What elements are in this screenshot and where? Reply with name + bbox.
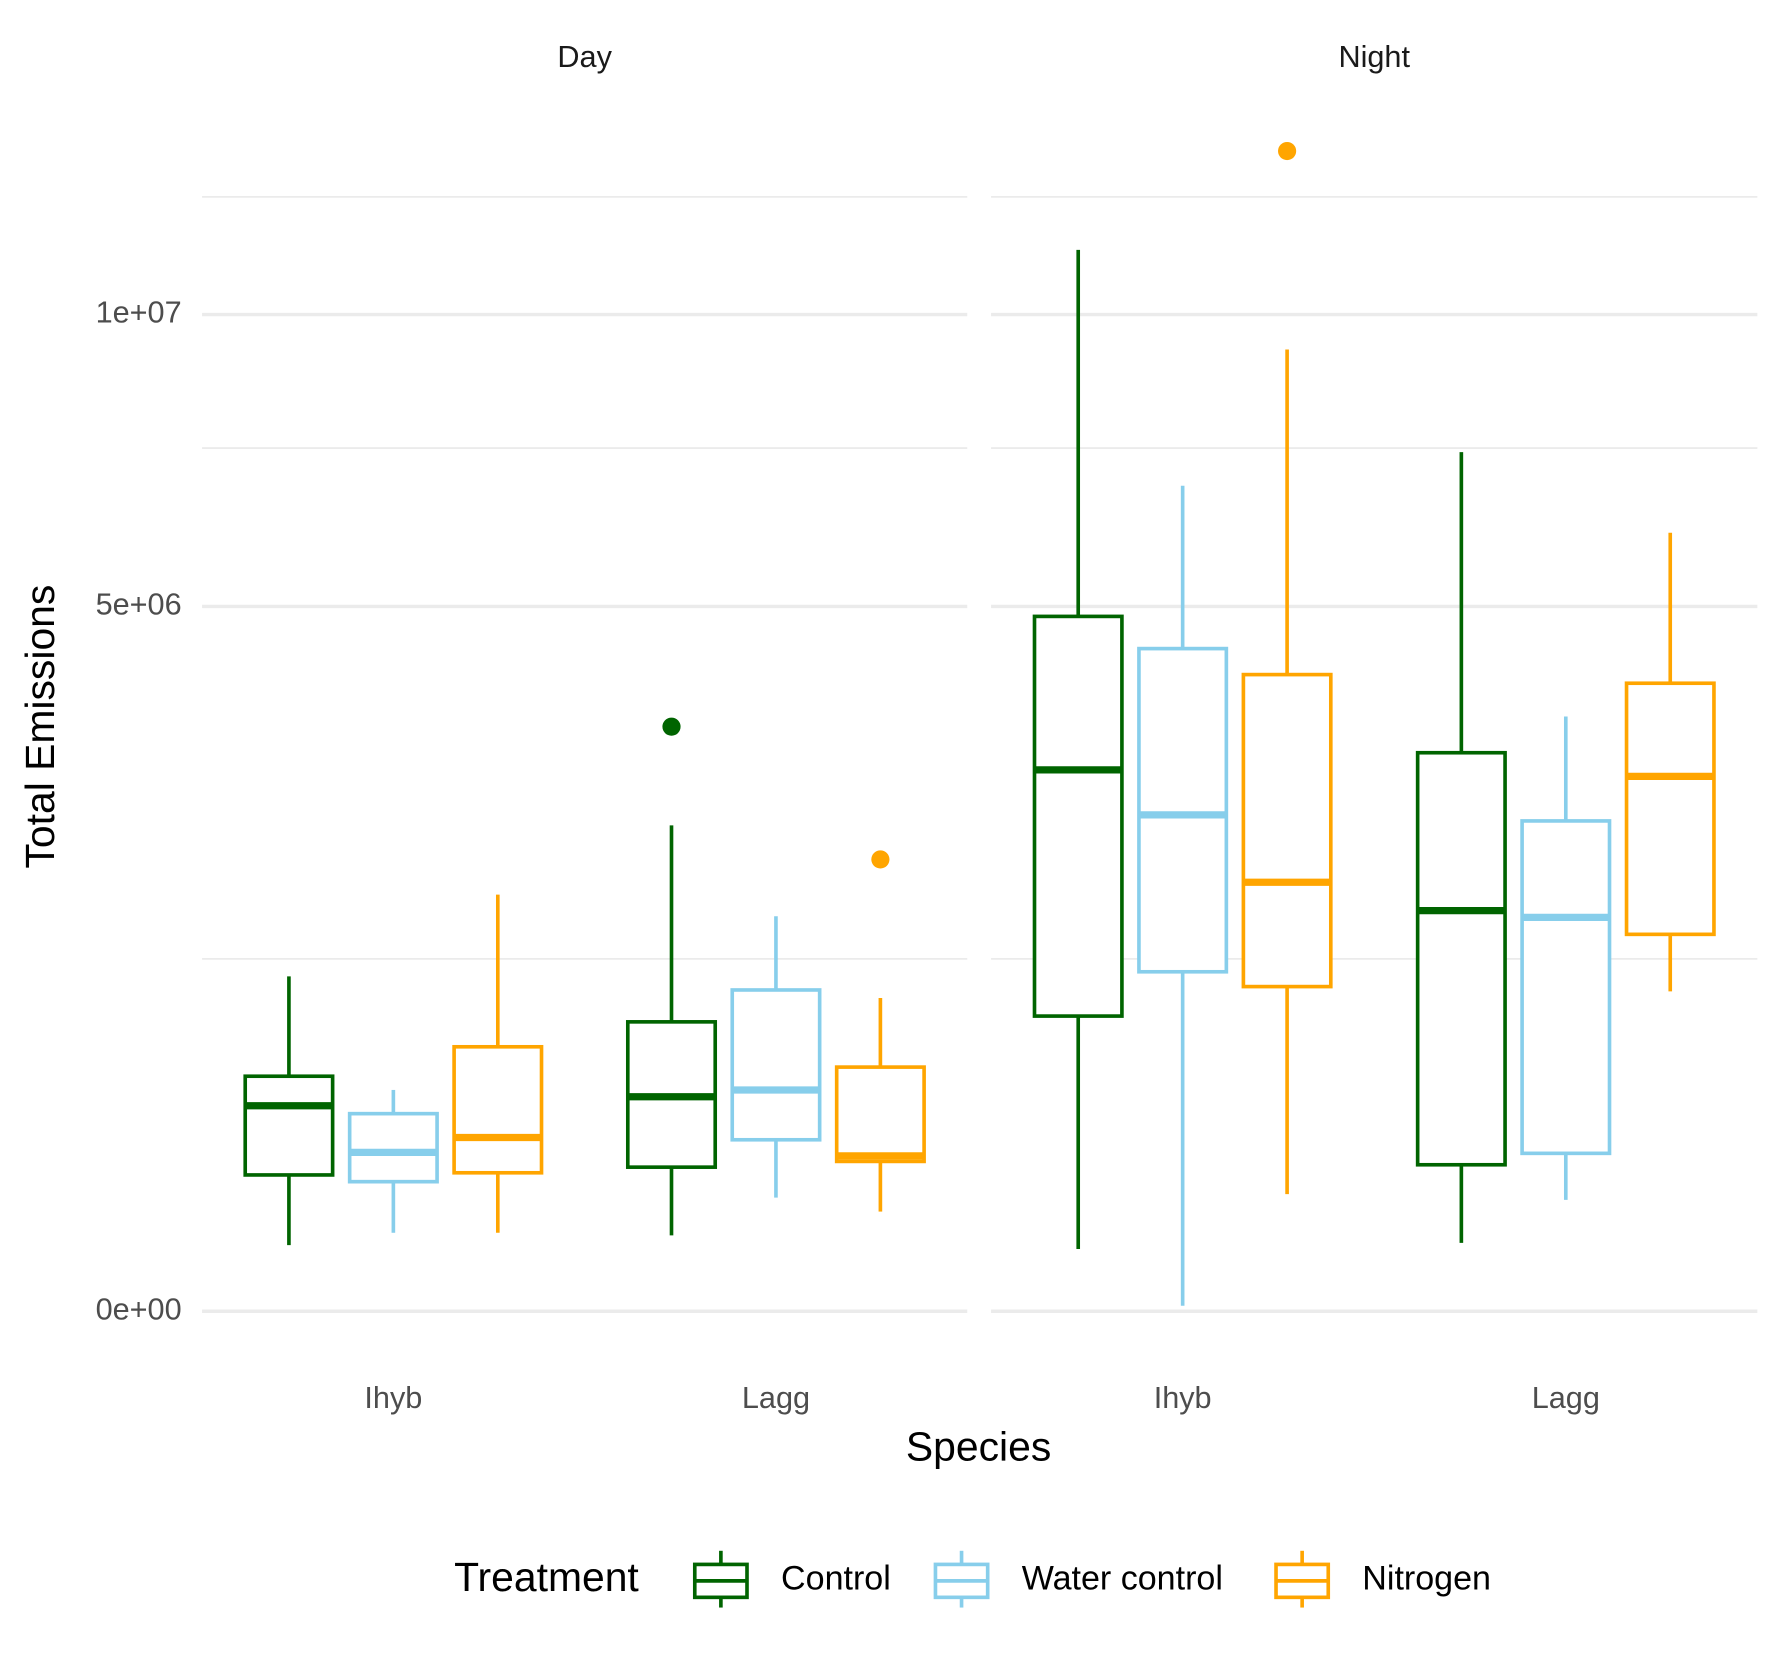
legend-label: Nitrogen — [1362, 1559, 1491, 1597]
x-axis-title: Species — [906, 1424, 1051, 1470]
box — [1241, 672, 1333, 989]
box — [1032, 614, 1124, 1018]
x-tick-label: Lagg — [1532, 1381, 1600, 1415]
facet-title: Night — [1338, 40, 1410, 74]
box — [452, 1044, 544, 1175]
y-axis-title: Total Emissions — [17, 585, 63, 869]
box — [730, 988, 822, 1142]
box — [347, 1111, 439, 1184]
box — [1624, 681, 1716, 937]
y-tick-label: 1e+07 — [96, 296, 182, 330]
x-tick-label: Ihyb — [364, 1381, 422, 1415]
box — [1520, 819, 1612, 1156]
box — [243, 1074, 335, 1177]
facet-title: Day — [557, 40, 612, 74]
y-tick-label: 0e+00 — [96, 1292, 182, 1326]
box — [1415, 750, 1507, 1167]
box — [834, 1065, 926, 1164]
outlier — [871, 850, 890, 869]
legend-label: Control — [781, 1559, 891, 1597]
outlier — [662, 717, 681, 736]
x-tick-label: Ihyb — [1154, 1381, 1212, 1415]
y-tick-label: 5e+06 — [96, 588, 182, 622]
legend-title: Treatment — [454, 1554, 639, 1600]
outlier — [1278, 141, 1297, 161]
legend-label: Water control — [1022, 1559, 1223, 1597]
box — [1137, 646, 1229, 974]
x-tick-label: Lagg — [742, 1381, 810, 1415]
